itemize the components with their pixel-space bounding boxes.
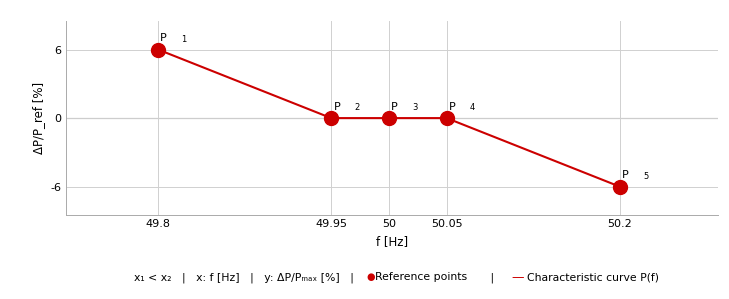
Point bbox=[441, 116, 453, 120]
Text: P: P bbox=[391, 102, 398, 112]
Text: P: P bbox=[160, 33, 167, 43]
Point bbox=[152, 47, 164, 52]
Point bbox=[383, 116, 395, 120]
Text: P: P bbox=[334, 102, 340, 112]
Text: Characteristic curve P(f): Characteristic curve P(f) bbox=[527, 272, 659, 283]
Y-axis label: ΔP/P_ref [%]: ΔP/P_ref [%] bbox=[32, 82, 45, 154]
Text: P: P bbox=[623, 170, 629, 180]
Text: |: | bbox=[480, 272, 505, 283]
Text: —: — bbox=[511, 271, 523, 284]
Point bbox=[614, 184, 625, 189]
Text: 5: 5 bbox=[643, 172, 648, 181]
Text: Reference points: Reference points bbox=[375, 272, 467, 283]
Text: 3: 3 bbox=[412, 103, 418, 112]
Text: x₁ < x₂   |   x: f [Hz]   |   y: ΔP/Pₘₐₓ [%]   |: x₁ < x₂ | x: f [Hz] | y: ΔP/Pₘₐₓ [%] | bbox=[134, 272, 364, 283]
Text: 4: 4 bbox=[469, 103, 475, 112]
Text: 1: 1 bbox=[181, 35, 187, 44]
Text: ●: ● bbox=[366, 272, 375, 283]
Text: 2: 2 bbox=[354, 103, 359, 112]
Point bbox=[325, 116, 337, 120]
X-axis label: f [Hz]: f [Hz] bbox=[375, 235, 408, 248]
Text: P: P bbox=[449, 102, 456, 112]
